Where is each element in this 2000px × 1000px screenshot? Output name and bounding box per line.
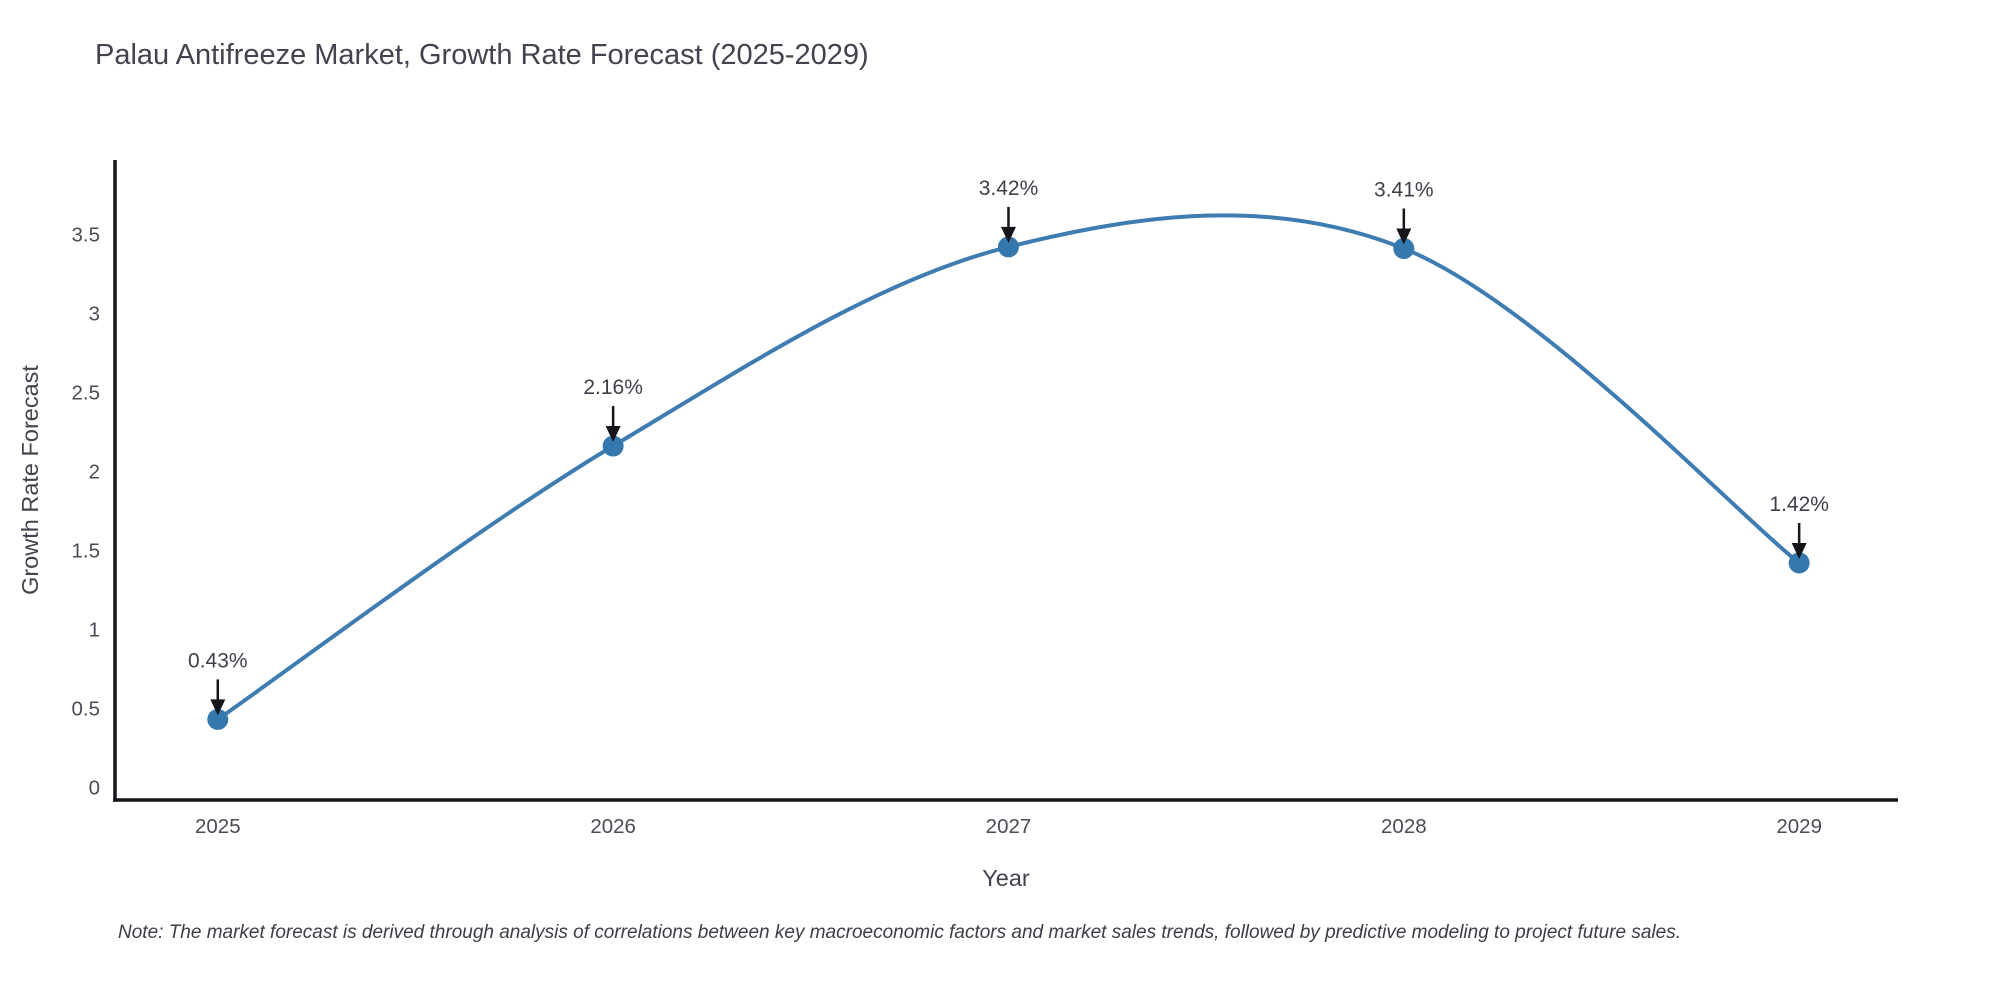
annotation-arrowhead — [1000, 226, 1016, 243]
x-axis-title: Year — [982, 865, 1030, 891]
x-axis-tick-label: 2028 — [1381, 815, 1427, 838]
data-point-2029[interactable] — [1788, 552, 1810, 574]
y-axis-title: Growth Rate Forecast — [17, 365, 43, 595]
x-axis-tick-label: 2027 — [986, 815, 1032, 838]
annotation-arrowhead — [1791, 542, 1807, 559]
data-point-2025[interactable] — [207, 708, 229, 730]
plot-area: 0 0.5 1 1.5 2 2.5 3 3.5 2025 2026 2027 2028 2029 0.43… — [72, 160, 1898, 838]
data-point-2026[interactable] — [602, 435, 624, 457]
data-point-2028[interactable] — [1393, 237, 1415, 259]
annotation-arrowhead — [605, 426, 621, 443]
forecast-line — [215, 213, 1802, 722]
y-axis-tick-label: 2 — [89, 460, 100, 483]
annotation-label: 0.43% — [188, 649, 248, 672]
annotation-label: 3.41% — [1374, 178, 1434, 201]
y-axis-tick-label: 3 — [89, 302, 100, 325]
annotation-arrowhead — [210, 699, 226, 716]
x-axis-tick-label: 2025 — [195, 815, 241, 838]
x-axis-tick-label: 2026 — [590, 815, 636, 838]
footnote: Note: The market forecast is derived thr… — [118, 922, 1681, 943]
y-axis-tick-label: 0.5 — [72, 697, 101, 720]
y-axis-tick-label: 0 — [89, 776, 100, 799]
data-point-2027[interactable] — [997, 236, 1019, 258]
y-axis-tick-label: 1 — [89, 618, 100, 641]
y-axis-tick-label: 2.5 — [72, 381, 101, 404]
x-axis-tick-label: 2029 — [1776, 815, 1822, 838]
y-axis-tick-label: 3.5 — [72, 223, 101, 246]
annotation-label: 1.42% — [1769, 493, 1829, 516]
annotation-label: 2.16% — [583, 376, 643, 399]
chart-title: Palau Antifreeze Market, Growth Rate For… — [95, 39, 869, 71]
annotation-arrowhead — [1396, 228, 1412, 245]
y-axis-tick-label: 1.5 — [72, 539, 101, 562]
annotation-label: 3.42% — [979, 177, 1039, 200]
